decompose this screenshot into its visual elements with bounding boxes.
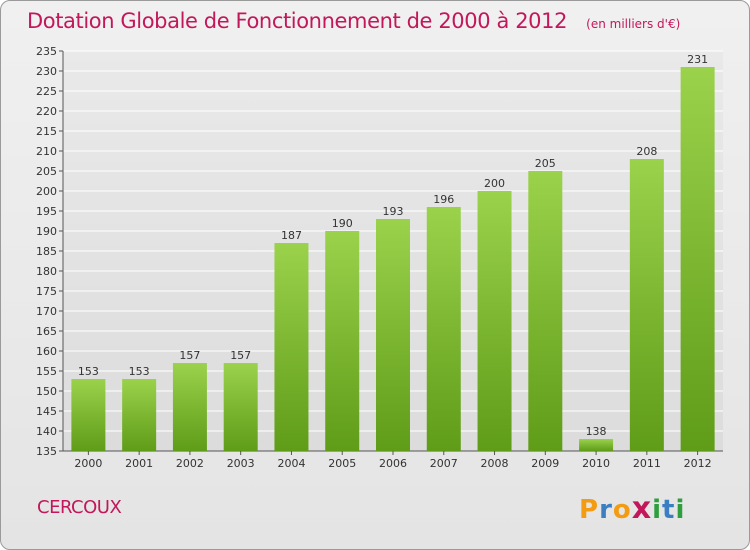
x-tick-label-2003: 2003: [227, 457, 255, 470]
x-tick-label-2006: 2006: [379, 457, 407, 470]
bar-2008: [477, 191, 512, 451]
data-label-2010: 138: [586, 425, 607, 438]
data-label-2005: 190: [332, 217, 353, 230]
data-label-2001: 153: [129, 365, 150, 378]
chart-title: Dotation Globale de Fonctionnement de 20…: [27, 9, 568, 33]
data-label-2003: 157: [230, 349, 251, 362]
bar-2010: [579, 439, 614, 451]
y-tick-label: 220: [36, 105, 57, 118]
data-label-2011: 208: [636, 145, 657, 158]
logo-letter: r: [599, 495, 613, 525]
x-tick-label-2004: 2004: [277, 457, 305, 470]
data-label-2009: 205: [535, 157, 556, 170]
x-tick-label-2008: 2008: [481, 457, 509, 470]
y-tick-label: 195: [36, 205, 57, 218]
x-tick-label-2000: 2000: [74, 457, 102, 470]
bar-2005: [325, 231, 360, 451]
logo-letter: x: [631, 491, 653, 526]
y-tick-label: 215: [36, 125, 57, 138]
data-label-2008: 200: [484, 177, 505, 190]
y-tick-label: 165: [36, 325, 57, 338]
proxiti-logo: Proxiti: [579, 491, 685, 526]
y-tick-label: 160: [36, 345, 57, 358]
x-tick-label-2011: 2011: [633, 457, 661, 470]
y-tick-label: 200: [36, 185, 57, 198]
y-tick-label: 140: [36, 425, 57, 438]
y-tick-label: 210: [36, 145, 57, 158]
bar-2000: [71, 379, 106, 451]
y-tick-label: 170: [36, 305, 57, 318]
bar-2001: [122, 379, 157, 451]
y-tick-label: 190: [36, 225, 57, 238]
x-tick-label-2005: 2005: [328, 457, 356, 470]
bar-2006: [376, 219, 410, 451]
x-tick-label-2007: 2007: [430, 457, 458, 470]
y-tick-label: 155: [36, 365, 57, 378]
data-label-2007: 196: [433, 193, 454, 206]
y-tick-label: 230: [36, 65, 57, 78]
y-tick-label: 235: [36, 45, 57, 58]
x-tick-label-2012: 2012: [684, 457, 712, 470]
data-label-2000: 153: [78, 365, 99, 378]
y-tick-label: 180: [36, 265, 57, 278]
y-tick-label: 185: [36, 245, 57, 258]
data-label-2006: 193: [383, 205, 404, 218]
data-label-2012: 231: [687, 53, 708, 66]
bar-2003: [223, 363, 258, 451]
bar-2004: [274, 243, 309, 451]
logo-letter: o: [612, 495, 632, 525]
x-tick-label-2009: 2009: [531, 457, 559, 470]
bar-2002: [172, 363, 207, 451]
logo-letter: P: [579, 495, 600, 525]
y-tick-label: 150: [36, 385, 57, 398]
x-tick-label-2010: 2010: [582, 457, 610, 470]
logo-letter: t: [662, 495, 676, 525]
bar-2012: [680, 67, 715, 451]
logo-letter: i: [675, 495, 686, 525]
y-tick-label: 205: [36, 165, 57, 178]
bar-2009: [528, 171, 563, 451]
y-tick-label: 175: [36, 285, 57, 298]
bar-2011: [629, 159, 664, 451]
y-tick-label: 145: [36, 405, 57, 418]
commune-name: CERCOUX: [37, 497, 122, 518]
data-label-2004: 187: [281, 229, 302, 242]
x-tick-label-2002: 2002: [176, 457, 204, 470]
chart-unit-note: (en milliers d'€): [586, 17, 681, 31]
y-tick-label: 135: [36, 445, 57, 458]
chart-header: Dotation Globale de Fonctionnement de 20…: [27, 9, 680, 33]
logo-letter: i: [652, 495, 663, 525]
data-label-2002: 157: [179, 349, 200, 362]
x-tick-label-2001: 2001: [125, 457, 153, 470]
bar-2007: [426, 207, 461, 451]
y-tick-label: 225: [36, 85, 57, 98]
